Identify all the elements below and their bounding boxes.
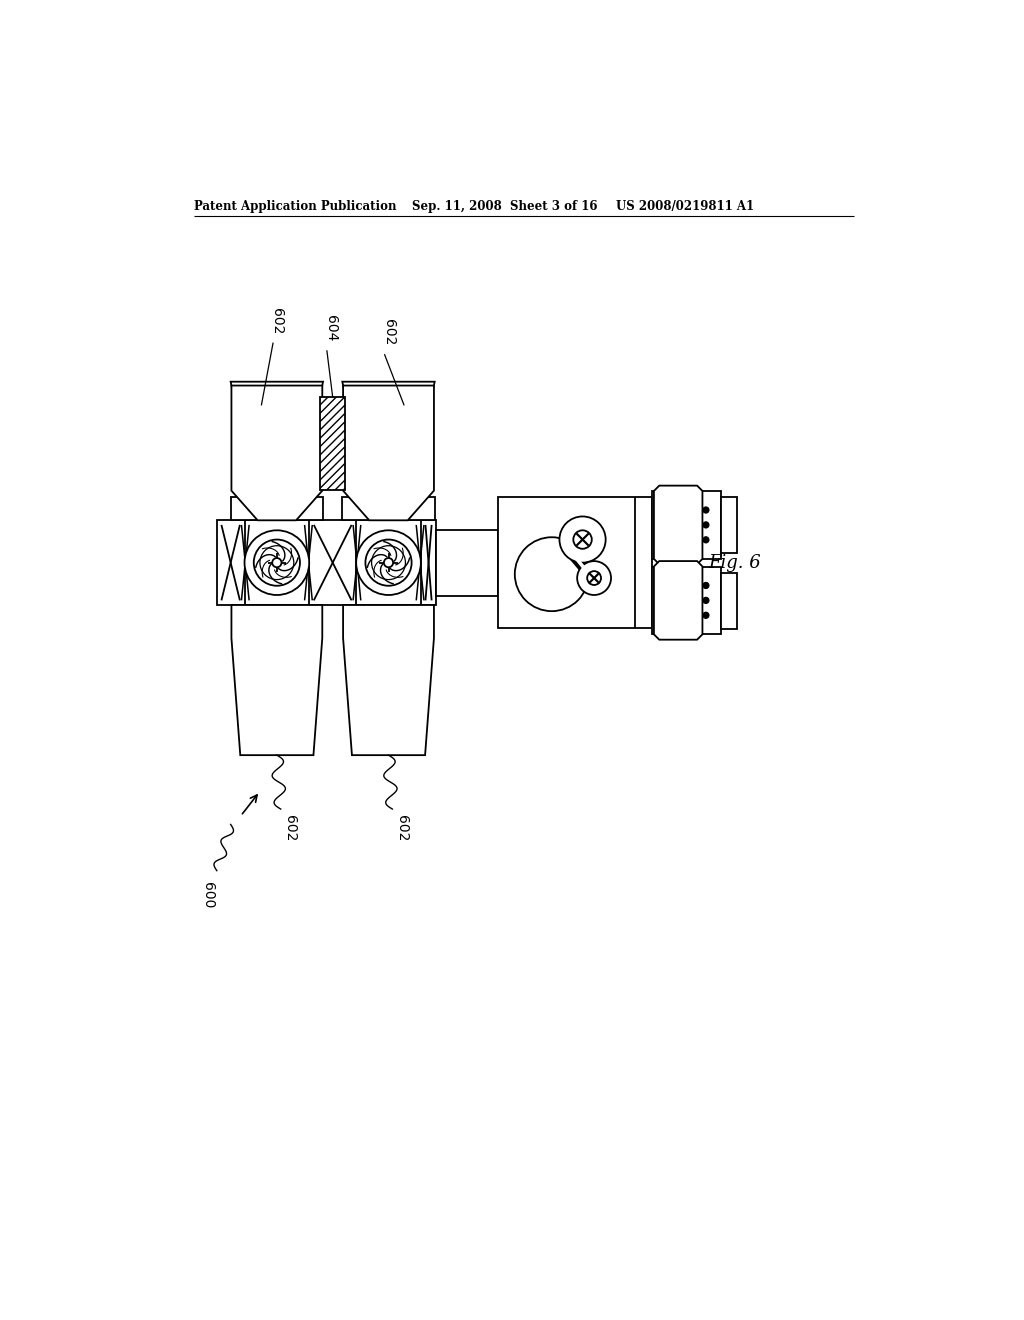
Circle shape <box>702 582 709 589</box>
Circle shape <box>702 597 709 603</box>
Bar <box>721 498 736 553</box>
Circle shape <box>272 558 282 568</box>
Circle shape <box>587 572 601 585</box>
Circle shape <box>702 507 709 513</box>
Bar <box>436 529 498 595</box>
Text: 600: 600 <box>201 882 215 908</box>
Text: Sep. 11, 2008  Sheet 3 of 16: Sep. 11, 2008 Sheet 3 of 16 <box>412 199 597 213</box>
Circle shape <box>702 537 709 543</box>
Bar <box>230 498 323 520</box>
Polygon shape <box>342 381 435 498</box>
Polygon shape <box>654 561 702 640</box>
Circle shape <box>702 612 709 618</box>
Polygon shape <box>654 486 702 564</box>
Polygon shape <box>231 385 323 520</box>
Text: 602: 602 <box>283 816 297 842</box>
Bar <box>217 520 436 605</box>
Bar <box>498 498 652 628</box>
Polygon shape <box>230 381 323 498</box>
Text: 602: 602 <box>382 319 395 346</box>
Circle shape <box>384 558 393 568</box>
Polygon shape <box>231 605 323 755</box>
Circle shape <box>515 537 589 611</box>
Bar <box>321 397 345 490</box>
Circle shape <box>573 531 592 549</box>
Polygon shape <box>343 605 434 755</box>
Circle shape <box>366 540 412 586</box>
Circle shape <box>254 540 300 586</box>
Polygon shape <box>343 385 434 520</box>
Text: 602: 602 <box>270 308 284 334</box>
Bar <box>652 566 721 635</box>
Circle shape <box>356 531 421 595</box>
Circle shape <box>578 561 611 595</box>
Text: 604: 604 <box>324 315 338 342</box>
Bar <box>342 498 435 520</box>
Bar <box>652 491 721 558</box>
Text: US 2008/0219811 A1: US 2008/0219811 A1 <box>615 199 754 213</box>
Text: 602: 602 <box>394 816 409 842</box>
Circle shape <box>245 531 309 595</box>
Circle shape <box>559 516 605 562</box>
Bar <box>721 573 736 628</box>
Text: Patent Application Publication: Patent Application Publication <box>194 199 396 213</box>
Circle shape <box>702 521 709 528</box>
Text: Fig. 6: Fig. 6 <box>708 553 761 572</box>
